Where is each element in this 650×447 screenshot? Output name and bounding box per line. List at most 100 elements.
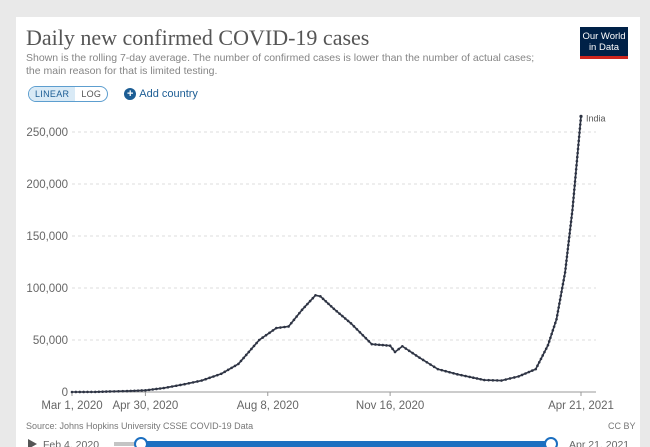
- data-point: [279, 326, 282, 329]
- data-point: [555, 314, 559, 317]
- data-point: [556, 310, 560, 313]
- data-point: [391, 347, 394, 351]
- data-point: [332, 307, 336, 311]
- data-point: [491, 379, 495, 382]
- data-point: [295, 315, 298, 318]
- data-point: [223, 370, 226, 374]
- data-point: [576, 151, 579, 155]
- data-point: [144, 389, 147, 392]
- data-point: [544, 347, 548, 350]
- data-point: [574, 172, 578, 175]
- data-point: [101, 390, 104, 393]
- data-point: [559, 294, 563, 298]
- linear-scale-button[interactable]: LINEAR: [29, 87, 76, 101]
- log-scale-button[interactable]: LOG: [81, 89, 102, 99]
- data-point: [306, 302, 309, 306]
- data-point: [418, 356, 421, 359]
- data-point: [407, 349, 411, 353]
- data-point: [572, 192, 576, 196]
- data-point: [93, 390, 97, 394]
- data-point: [472, 376, 475, 380]
- data-point: [112, 390, 116, 393]
- data-point: [239, 359, 243, 363]
- data-point: [536, 364, 539, 368]
- data-point: [321, 297, 325, 301]
- data-point: [97, 390, 101, 394]
- data-point: [579, 119, 582, 122]
- data-point: [552, 325, 556, 328]
- data-point: [436, 367, 440, 371]
- data-point: [557, 306, 560, 309]
- data-point: [411, 351, 414, 355]
- add-country-button[interactable]: + Add country: [124, 88, 198, 100]
- x-tick-label: Apr 30, 2020: [112, 400, 178, 412]
- data-point: [191, 381, 195, 384]
- data-point: [196, 380, 199, 383]
- data-point: [452, 371, 455, 375]
- data-point: [495, 379, 499, 382]
- data-point: [567, 236, 571, 239]
- chart-controls: LINEAR LOG + Add country: [28, 86, 198, 102]
- data-point: [579, 114, 583, 118]
- data-point: [564, 267, 567, 270]
- data-point: [563, 275, 566, 278]
- data-point: [568, 228, 572, 231]
- data-point: [560, 290, 563, 294]
- y-tick-label: 100,000: [26, 283, 68, 295]
- timeline-end-handle[interactable]: [544, 437, 558, 447]
- y-tick-label: 50,000: [33, 335, 68, 347]
- data-point: [554, 321, 557, 325]
- data-point: [393, 350, 397, 354]
- timeline-track-inactive[interactable]: [114, 442, 136, 446]
- timeline-start-handle[interactable]: [134, 437, 148, 447]
- data-point: [86, 390, 89, 394]
- data-point: [563, 271, 567, 274]
- data-point: [500, 379, 503, 382]
- license-label[interactable]: CC BY: [608, 421, 636, 431]
- data-point: [569, 224, 572, 227]
- data-point: [547, 340, 551, 343]
- data-point: [364, 336, 368, 340]
- data-point: [335, 309, 338, 313]
- owid-logo[interactable]: Our World in Data: [580, 27, 628, 59]
- data-point: [555, 317, 558, 321]
- data-point: [520, 373, 524, 377]
- data-point: [448, 370, 451, 374]
- data-point: [573, 184, 576, 187]
- data-point: [121, 389, 125, 393]
- chart-subtitle: Shown is the rolling 7-day average. The …: [26, 52, 535, 77]
- data-point: [327, 302, 330, 306]
- data-point: [440, 368, 444, 372]
- data-point: [404, 347, 408, 350]
- data-point: [179, 383, 182, 387]
- logo-line-1: Our World: [582, 31, 626, 42]
- timeline-end-label: Apr 21, 2021: [569, 439, 630, 447]
- data-point: [300, 308, 304, 312]
- data-point: [311, 296, 315, 300]
- line-chart: 0 50,000 100,000 150,000 200,000 250,000 Mar 1…: [26, 113, 614, 412]
- data-point: [531, 369, 534, 372]
- data-point: [543, 350, 546, 354]
- data-point: [361, 333, 365, 337]
- data-point: [133, 389, 136, 393]
- timeline-start-label: Feb 4, 2020: [43, 439, 100, 447]
- data-point: [565, 259, 568, 262]
- play-icon[interactable]: [28, 439, 37, 447]
- data-point: [125, 389, 129, 393]
- data-point: [324, 300, 328, 303]
- data-point: [358, 330, 362, 334]
- timeline-track-selected[interactable]: [139, 441, 549, 447]
- data-point: [565, 255, 569, 259]
- chart-title: Daily new confirmed COVID-19 cases: [26, 25, 370, 50]
- data-point: [162, 386, 166, 390]
- data-point: [566, 247, 570, 251]
- data-point: [534, 367, 538, 371]
- source-note[interactable]: Source: Johns Hopkins University CSSE CO…: [26, 421, 254, 431]
- data-point: [577, 139, 581, 143]
- data-point: [319, 295, 322, 298]
- data-point: [271, 329, 275, 332]
- y-tick-label: 200,000: [26, 179, 68, 191]
- data-point: [575, 155, 579, 159]
- data-point: [346, 319, 350, 323]
- y-tick-label: 250,000: [26, 127, 68, 139]
